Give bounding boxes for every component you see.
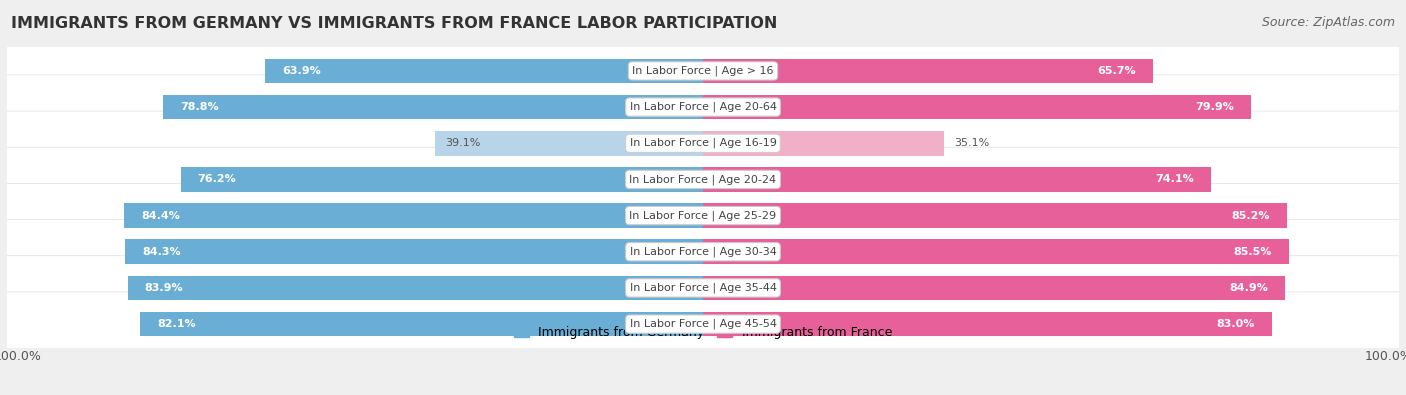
Bar bbox=[703, 95, 1251, 119]
Text: In Labor Force | Age 45-54: In Labor Force | Age 45-54 bbox=[630, 319, 776, 329]
Text: 84.3%: 84.3% bbox=[142, 247, 181, 257]
Text: 76.2%: 76.2% bbox=[198, 175, 236, 184]
Text: 79.9%: 79.9% bbox=[1195, 102, 1233, 112]
Text: 85.5%: 85.5% bbox=[1233, 247, 1272, 257]
FancyBboxPatch shape bbox=[4, 39, 1402, 103]
Text: 39.1%: 39.1% bbox=[446, 138, 481, 148]
Text: In Labor Force | Age 30-34: In Labor Force | Age 30-34 bbox=[630, 246, 776, 257]
Bar bbox=[703, 131, 943, 156]
Bar bbox=[703, 203, 1288, 228]
Bar bbox=[141, 312, 703, 337]
Legend: Immigrants from Germany, Immigrants from France: Immigrants from Germany, Immigrants from… bbox=[509, 322, 897, 344]
FancyBboxPatch shape bbox=[4, 183, 1402, 248]
FancyBboxPatch shape bbox=[4, 111, 1402, 175]
Text: In Labor Force | Age > 16: In Labor Force | Age > 16 bbox=[633, 66, 773, 76]
Text: 83.9%: 83.9% bbox=[145, 283, 183, 293]
Text: In Labor Force | Age 20-64: In Labor Force | Age 20-64 bbox=[630, 102, 776, 112]
Text: In Labor Force | Age 35-44: In Labor Force | Age 35-44 bbox=[630, 283, 776, 293]
Bar bbox=[703, 312, 1272, 337]
Text: IMMIGRANTS FROM GERMANY VS IMMIGRANTS FROM FRANCE LABOR PARTICIPATION: IMMIGRANTS FROM GERMANY VS IMMIGRANTS FR… bbox=[11, 16, 778, 31]
Bar bbox=[264, 58, 703, 83]
Bar bbox=[128, 276, 703, 300]
Bar bbox=[703, 167, 1211, 192]
Text: 85.2%: 85.2% bbox=[1232, 211, 1270, 220]
Text: 74.1%: 74.1% bbox=[1156, 175, 1194, 184]
Bar bbox=[703, 58, 1153, 83]
Text: 35.1%: 35.1% bbox=[953, 138, 990, 148]
FancyBboxPatch shape bbox=[4, 75, 1402, 139]
Text: In Labor Force | Age 16-19: In Labor Force | Age 16-19 bbox=[630, 138, 776, 149]
Text: In Labor Force | Age 20-24: In Labor Force | Age 20-24 bbox=[630, 174, 776, 185]
Bar bbox=[125, 239, 703, 264]
FancyBboxPatch shape bbox=[4, 220, 1402, 284]
Bar bbox=[703, 276, 1285, 300]
Bar bbox=[163, 95, 703, 119]
Text: 82.1%: 82.1% bbox=[157, 319, 195, 329]
Text: 83.0%: 83.0% bbox=[1216, 319, 1256, 329]
FancyBboxPatch shape bbox=[4, 292, 1402, 356]
Text: 63.9%: 63.9% bbox=[283, 66, 321, 76]
Bar bbox=[434, 131, 703, 156]
Text: 84.9%: 84.9% bbox=[1229, 283, 1268, 293]
Bar bbox=[124, 203, 703, 228]
FancyBboxPatch shape bbox=[4, 256, 1402, 320]
Bar bbox=[180, 167, 703, 192]
Text: 65.7%: 65.7% bbox=[1098, 66, 1136, 76]
Text: In Labor Force | Age 25-29: In Labor Force | Age 25-29 bbox=[630, 210, 776, 221]
FancyBboxPatch shape bbox=[4, 147, 1402, 212]
Text: 84.4%: 84.4% bbox=[142, 211, 180, 220]
Text: Source: ZipAtlas.com: Source: ZipAtlas.com bbox=[1261, 16, 1395, 29]
Bar bbox=[703, 239, 1289, 264]
Text: 78.8%: 78.8% bbox=[180, 102, 218, 112]
